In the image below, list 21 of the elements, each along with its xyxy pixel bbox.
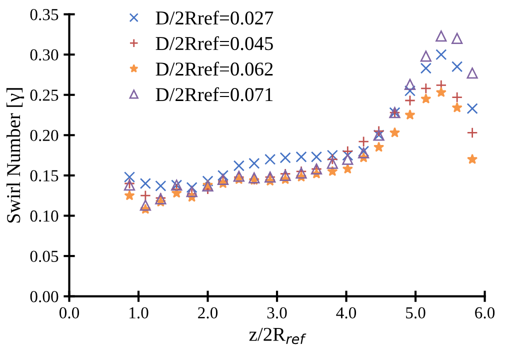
legend-label: D/2Rref=0.062 (156, 62, 273, 76)
x-tick-label: 0.0 (59, 307, 80, 319)
y-tick-label: 0.15 (30, 170, 58, 182)
x-tick-label: 6.0 (475, 307, 495, 319)
x-tick-label: 2.0 (198, 307, 218, 319)
y-tick-label: 0.30 (30, 49, 58, 61)
legend-label: D/2Rref=0.045 (156, 36, 273, 50)
x-tick-label: 3.0 (267, 307, 287, 319)
legend-label: D/2Rref=0.071 (156, 87, 273, 102)
y-tick-label: 0.25 (30, 90, 58, 101)
y-tick-label: 0.00 (30, 291, 58, 302)
y-tick-label: 0.35 (30, 8, 58, 20)
y-tick-label: 0.05 (30, 250, 58, 262)
y-tick-label: 0.20 (30, 130, 58, 142)
y-axis-title: Swirl Number [γ] (6, 88, 24, 223)
y-tick-label: 0.10 (30, 210, 58, 222)
x-tick-label: 4.0 (336, 307, 356, 319)
x-tick-label: 5.0 (406, 307, 426, 319)
legend-label: D/2Rref=0.027 (156, 10, 274, 25)
x-axis-title: z/2R$_{ref}$ (249, 328, 306, 344)
x-tick-label: 1.0 (130, 307, 148, 319)
